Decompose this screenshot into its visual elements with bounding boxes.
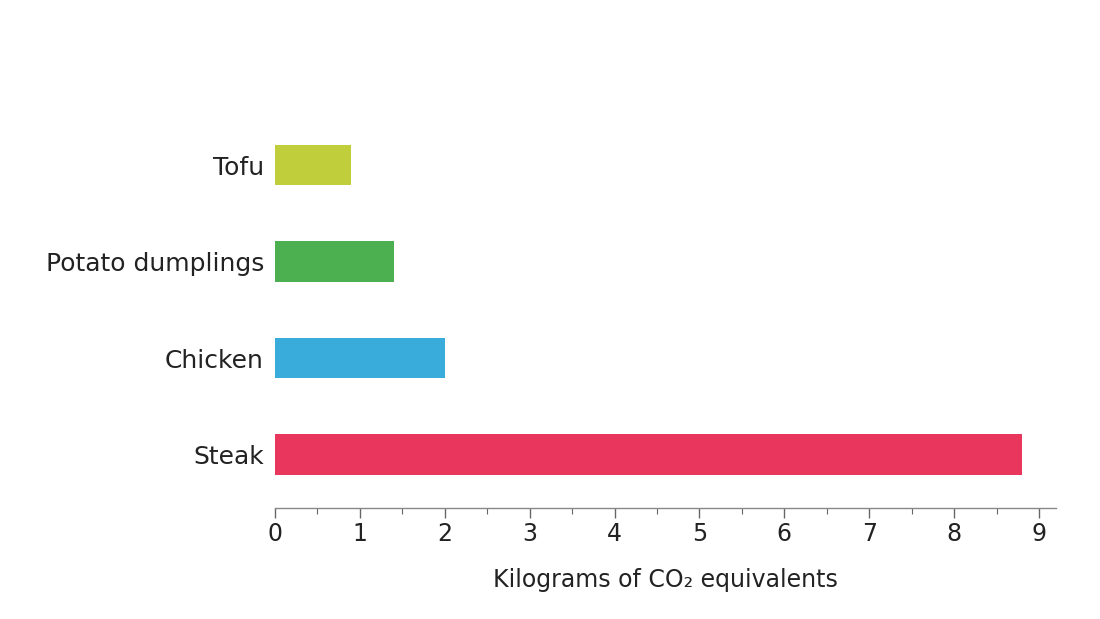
Bar	[275, 435, 1022, 475]
Bar	[275, 241, 394, 282]
Bar	[275, 145, 351, 186]
Bar	[275, 338, 444, 378]
X-axis label: Kilograms of CO₂ equivalents: Kilograms of CO₂ equivalents	[493, 568, 838, 592]
